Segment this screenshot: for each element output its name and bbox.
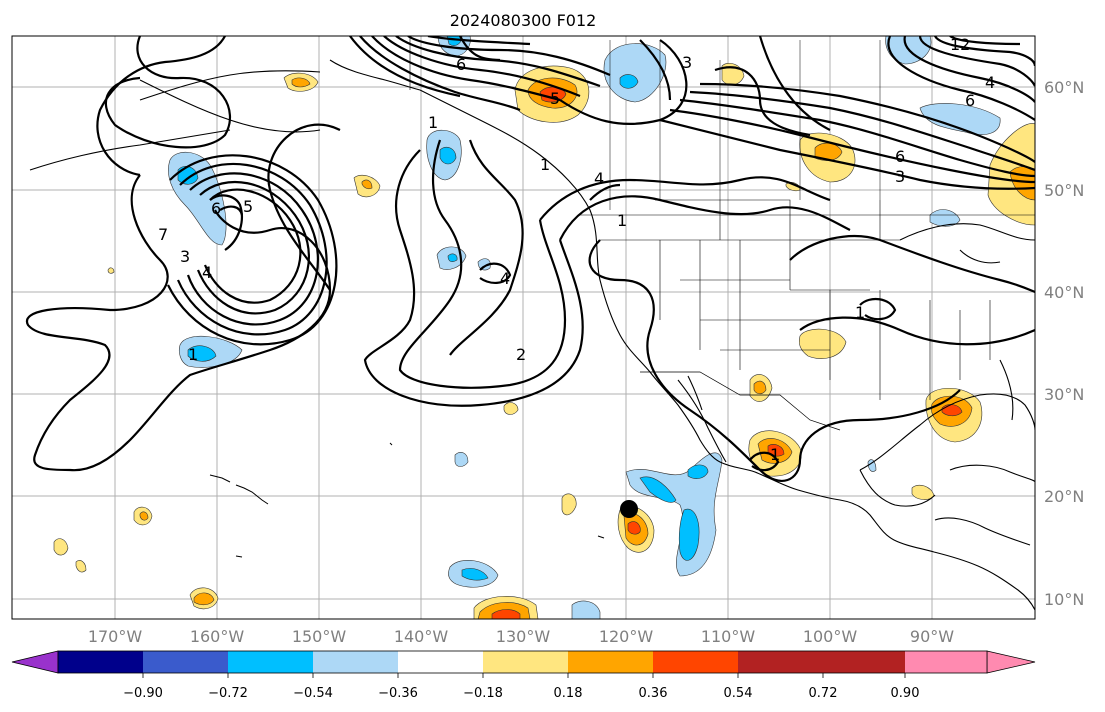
islands (209, 442, 605, 558)
lat-label: 60°N (1044, 78, 1084, 97)
storm-center-marker (620, 500, 638, 518)
colorbar-tick-label: −0.72 (208, 686, 248, 701)
contour-label: 2 (516, 345, 526, 364)
lon-label: 150°W (292, 627, 347, 646)
lon-label: 170°W (88, 627, 143, 646)
contour-label: 1 (188, 345, 198, 364)
contour-label: 4 (985, 73, 995, 92)
colorbar-segment (313, 651, 398, 673)
lat-label: 20°N (1044, 487, 1084, 506)
coastline-cuba (949, 464, 1035, 483)
coastlines (29, 36, 1035, 611)
colorbar-segment (398, 651, 483, 673)
coastline-alaska (329, 59, 421, 91)
contour-label: 1 (428, 113, 438, 132)
filled-anomalies (53, 36, 1035, 619)
lat-label: 10°N (1044, 590, 1084, 609)
colorbar-extend-min (11, 650, 59, 674)
contour-label: 7 (158, 225, 168, 244)
contour-label: 4 (500, 269, 510, 288)
map-title: 2024080300 F012 (450, 11, 597, 30)
contour-label: 1 (855, 303, 865, 322)
colorbar-tick-labels: −0.90 −0.72 −0.54 −0.36 −0.18 0.18 0.36 … (123, 686, 919, 701)
lon-label: 130°W (496, 627, 551, 646)
colorbar-tick-label: −0.18 (463, 686, 503, 701)
colorbar-segment (823, 651, 905, 673)
lat-labels: 60°N 50°N 40°N 30°N 20°N 10°N (1044, 78, 1084, 609)
colorbar-segment (483, 651, 568, 673)
colorbar-segment (568, 651, 653, 673)
lat-label: 50°N (1044, 181, 1084, 200)
neg-anomaly-canada-west (603, 43, 667, 103)
lon-label: 100°W (803, 627, 858, 646)
coastline-florida (999, 359, 1014, 421)
contour-label: 12 (950, 35, 970, 54)
colorbar-tick-label: −0.36 (378, 686, 418, 701)
colorbar-tick-label: 0.90 (891, 686, 920, 701)
coastline-aleutians (29, 129, 231, 171)
contour-label: 6 (965, 91, 975, 110)
lon-label: 110°W (701, 627, 756, 646)
contour-label: 6 (895, 147, 905, 166)
contour-label: 6 (456, 55, 466, 74)
lon-label: 160°W (190, 627, 245, 646)
lon-label: 90°W (910, 627, 954, 646)
colorbar-segment (143, 651, 228, 673)
colorbar-tick-label: 0.72 (809, 686, 838, 701)
contour-label: 1 (540, 155, 550, 174)
colorbar-tick-label: −0.90 (123, 686, 163, 701)
colorbar-tick-label: 0.36 (639, 686, 668, 701)
lon-label: 140°W (394, 627, 449, 646)
colorbar-segment (653, 651, 738, 673)
contour-label: 4 (594, 169, 604, 188)
lat-label: 30°N (1044, 385, 1084, 404)
lon-labels: 170°W 160°W 150°W 140°W 130°W 120°W 110°… (88, 627, 954, 646)
colorbar-extend-max (986, 650, 1036, 674)
colorbar-segment (905, 651, 987, 673)
contour-label: 5 (550, 89, 560, 108)
border-us-mexico (640, 371, 841, 431)
contour-label: 3 (682, 53, 692, 72)
colorbar-tick-label: −0.54 (293, 686, 333, 701)
colorbar-segment (58, 651, 143, 673)
colorbar-ticks (142, 673, 906, 678)
lon-label: 120°W (599, 627, 654, 646)
contour-lines (25, 36, 1035, 482)
lat-label: 40°N (1044, 283, 1084, 302)
colorbar-tick-label: 0.18 (554, 686, 583, 701)
colorbar: −0.90 −0.72 −0.54 −0.36 −0.18 0.18 0.36 … (11, 650, 1036, 701)
map-border (11, 35, 1036, 620)
province-borders (609, 40, 881, 210)
contour-label: 3 (180, 247, 190, 266)
coastline-baja (677, 379, 727, 463)
coastline-gulf-mexico (859, 393, 1035, 471)
coastline-north-america-pacific (419, 89, 1035, 611)
contour-label: 5 (243, 197, 253, 216)
colorbar-tick-label: 0.54 (724, 686, 753, 701)
colorbar-segment (738, 651, 823, 673)
colorbar-frame (57, 650, 988, 674)
state-borders (659, 240, 991, 400)
colorbar-segment (228, 651, 313, 673)
contour-label: 1 (617, 211, 627, 230)
contour-label: 1 (770, 445, 780, 464)
contour-label: 6 (211, 199, 221, 218)
contour-labels: 1 2 3 4 5 6 7 1 6 3 5 6 4 4 1 1 1 3 12 4… (158, 35, 995, 464)
contour-label: 3 (895, 167, 905, 186)
contour-label: 4 (202, 263, 212, 282)
